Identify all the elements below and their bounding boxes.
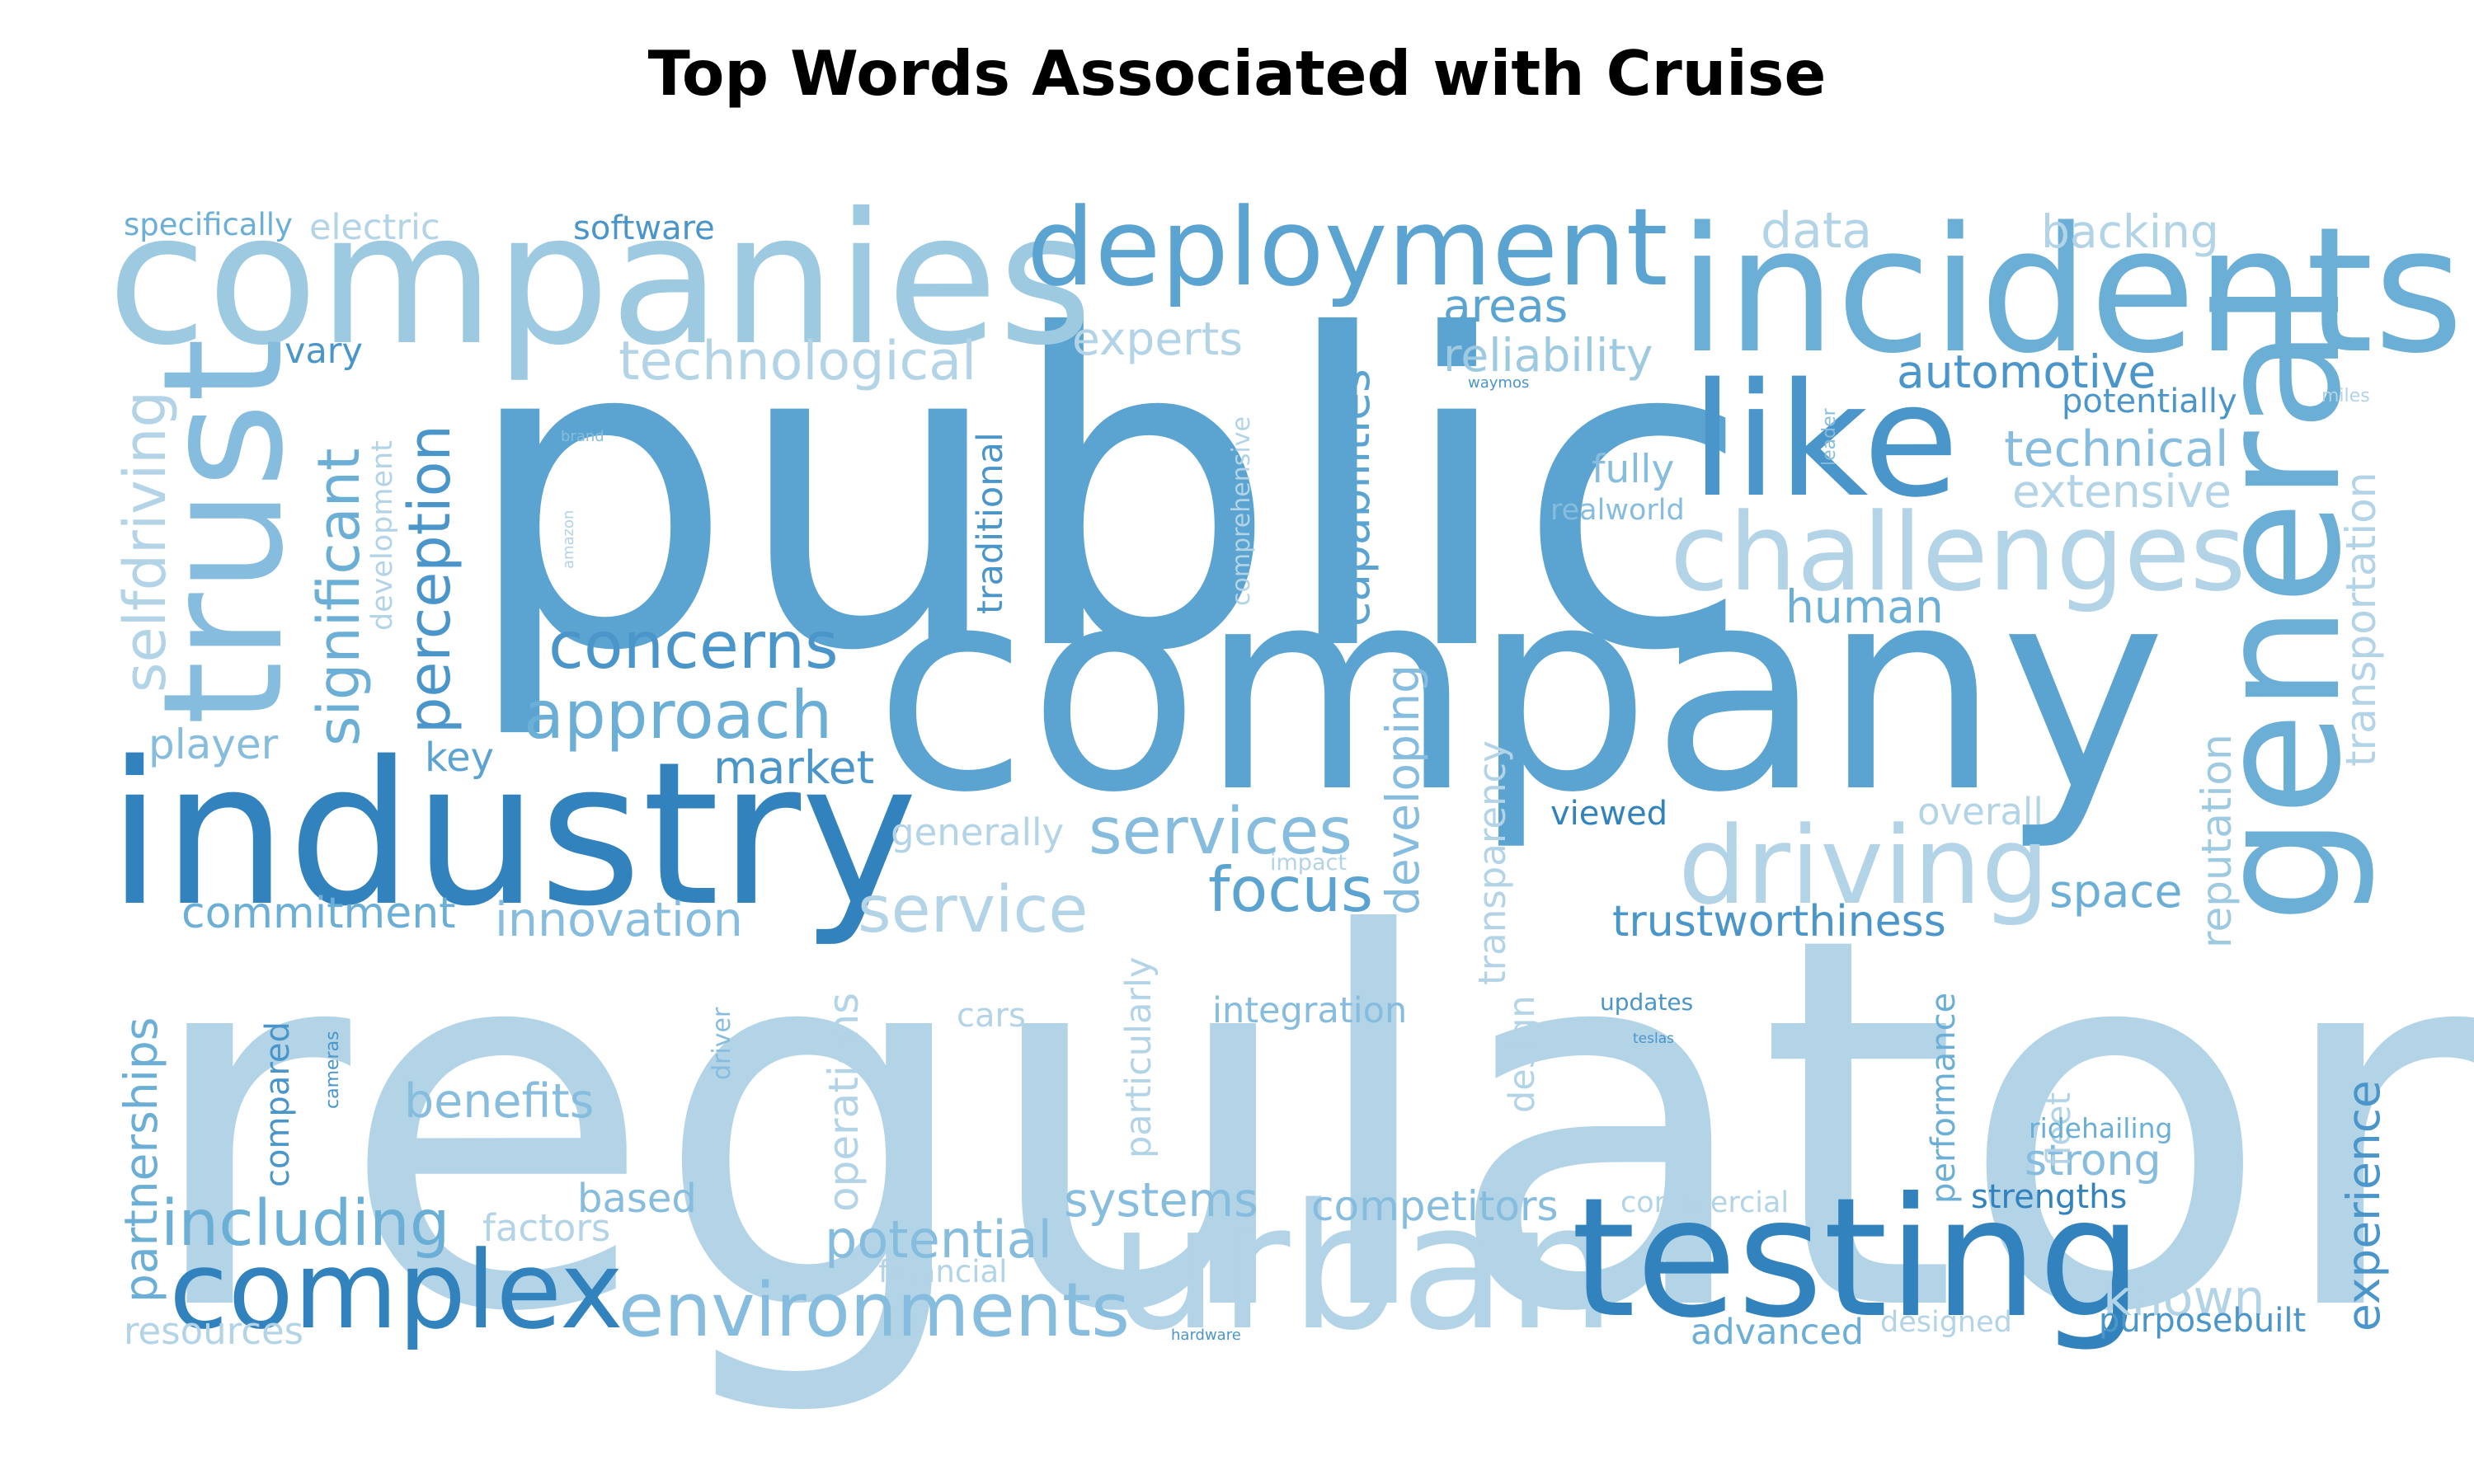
word-approach: approach bbox=[524, 677, 832, 754]
word-companies: companies bbox=[107, 174, 1093, 385]
word-fleet: fleet bbox=[2040, 1092, 2078, 1167]
word-driver: driver bbox=[708, 1007, 736, 1080]
chart-title: Top Words Associated with Cruise bbox=[647, 37, 1827, 110]
word-deployment: deployment bbox=[1027, 185, 1668, 310]
word-service: service bbox=[858, 873, 1088, 947]
word-integration: integration bbox=[1212, 990, 1407, 1031]
word-comprehensive: comprehensive bbox=[1227, 416, 1256, 606]
word-backing: backing bbox=[2041, 205, 2219, 258]
word-concerns: concerns bbox=[548, 609, 839, 683]
word-services: services bbox=[1089, 795, 1352, 869]
word-human: human bbox=[1785, 580, 1944, 633]
word-complex: complex bbox=[169, 1228, 623, 1353]
word-commitment: commitment bbox=[181, 889, 456, 938]
word-experts: experts bbox=[1072, 312, 1243, 365]
word-teslas: teslas bbox=[1633, 1031, 1674, 1047]
word-realworld: realworld bbox=[1550, 494, 1685, 527]
word-data: data bbox=[1761, 202, 1872, 260]
word-transportation: transportation bbox=[2337, 472, 2385, 767]
word-strengths: strengths bbox=[1971, 1178, 2127, 1216]
word-cars: cars bbox=[957, 997, 1026, 1035]
word-traditional: traditional bbox=[970, 432, 1011, 614]
word-overall: overall bbox=[1917, 790, 2044, 834]
word-market: market bbox=[713, 741, 874, 794]
word-trustworthiness: trustworthiness bbox=[1612, 897, 1946, 946]
word-designed: designed bbox=[1880, 1306, 2012, 1339]
word-developing: developing bbox=[1376, 665, 1429, 915]
word-selfdriving: selfdriving bbox=[111, 391, 179, 693]
word-design: design bbox=[1502, 995, 1543, 1113]
word-amazon: amazon bbox=[560, 510, 577, 569]
word-ridehailing: ridehailing bbox=[2029, 1112, 2173, 1144]
word-extensive: extensive bbox=[2012, 465, 2232, 518]
word-electric: electric bbox=[309, 207, 440, 248]
word-driving: driving bbox=[1678, 803, 2049, 928]
word-leader: leader bbox=[1819, 407, 1840, 466]
word-fully: fully bbox=[1592, 447, 1674, 492]
word-potentially: potentially bbox=[2062, 383, 2237, 420]
word-systems: systems bbox=[1064, 1173, 1258, 1228]
word-general: general bbox=[2182, 281, 2378, 923]
word-technical: technical bbox=[2004, 420, 2229, 478]
word-software: software bbox=[573, 209, 715, 247]
word-development: development bbox=[366, 440, 399, 631]
word-advanced: advanced bbox=[1691, 1312, 1864, 1353]
word-challenges: challenges bbox=[1670, 490, 2246, 615]
word-factors: factors bbox=[482, 1206, 610, 1250]
word-environments: environments bbox=[618, 1267, 1130, 1354]
word-specifically: specifically bbox=[124, 207, 293, 242]
word-incidents: incidents bbox=[1678, 190, 2464, 392]
word-perception: perception bbox=[396, 425, 463, 734]
word-potential: potential bbox=[825, 1209, 1052, 1270]
word-urban: urban bbox=[1109, 1167, 1616, 1369]
word-benefits: benefits bbox=[404, 1074, 594, 1129]
word-vary: vary bbox=[285, 331, 363, 372]
word-operations: operations bbox=[820, 993, 868, 1212]
word-automotive: automotive bbox=[1897, 345, 2156, 398]
word-industry: industry bbox=[107, 719, 918, 950]
word-technological: technological bbox=[618, 331, 976, 392]
word-based: based bbox=[577, 1176, 697, 1222]
word-significant: significant bbox=[305, 448, 373, 746]
word-waymos: waymos bbox=[1468, 374, 1529, 392]
word-reliability: reliability bbox=[1443, 329, 1653, 382]
word-player: player bbox=[148, 721, 279, 768]
word-including: including bbox=[161, 1187, 450, 1261]
word-hardware: hardware bbox=[1171, 1327, 1241, 1344]
word-testing: testing bbox=[1571, 1162, 2142, 1355]
word-company: company bbox=[874, 528, 2166, 854]
word-cameras: cameras bbox=[322, 1031, 343, 1109]
word-capabilities: capabilities bbox=[1327, 369, 1380, 627]
word-experience: experience bbox=[2337, 1080, 2390, 1331]
word-competitors: competitors bbox=[1311, 1182, 1559, 1230]
word-like: like bbox=[1691, 350, 1959, 532]
word-partnerships: partnerships bbox=[115, 1017, 167, 1303]
word-purposebuilt: purposebuilt bbox=[2099, 1302, 2306, 1340]
word-commercial: commercial bbox=[1620, 1186, 1789, 1219]
word-reputation: reputation bbox=[2193, 734, 2241, 948]
word-areas: areas bbox=[1443, 279, 1568, 332]
word-viewed: viewed bbox=[1550, 795, 1667, 833]
word-updates: updates bbox=[1600, 989, 1693, 1016]
word-particularly: particularly bbox=[1118, 957, 1159, 1158]
word-impact: impact bbox=[1270, 850, 1347, 876]
word-key: key bbox=[425, 735, 494, 781]
word-resources: resources bbox=[124, 1309, 303, 1353]
word-regulatory: regulatory bbox=[140, 829, 2474, 1424]
word-miles: miles bbox=[2321, 386, 2370, 406]
word-space: space bbox=[2049, 865, 2182, 918]
word-brand: brand bbox=[561, 428, 604, 445]
word-innovation: innovation bbox=[495, 893, 743, 947]
word-strong: strong bbox=[2025, 1136, 2161, 1186]
word-known: known bbox=[2103, 1270, 2265, 1327]
word-public: public bbox=[462, 245, 1752, 744]
word-trust: trust bbox=[128, 338, 320, 726]
word-compared: compared bbox=[259, 1021, 297, 1187]
word-focus: focus bbox=[1208, 853, 1373, 926]
word-financial: financial bbox=[878, 1254, 1007, 1289]
word-performance: performance bbox=[1925, 993, 1963, 1204]
word-transparency: transparency bbox=[1470, 740, 1514, 985]
word-generally: generally bbox=[891, 810, 1064, 854]
